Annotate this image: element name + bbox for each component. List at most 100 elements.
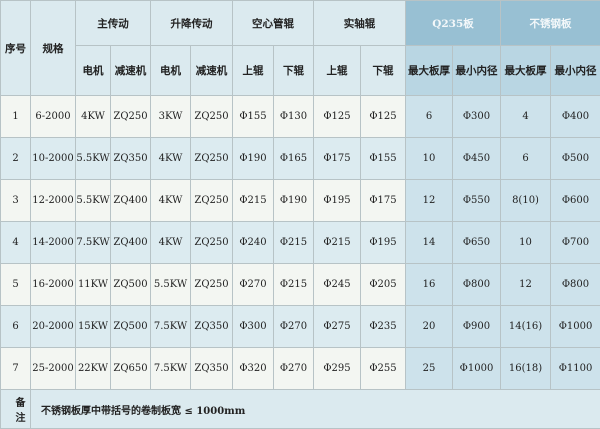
data-row: 7 25-2000 22KW ZQ650 7.5KW ZQ350 Φ320 Φ270 Φ295 Φ…	[0, 347, 600, 390]
header-row: 电机 减速机 电机 减速机 上辊 下辊 上辊 下辊 最大板厚 最小内径 最大板厚 最小内径	[1, 45, 600, 96]
cell: Φ155	[360, 137, 406, 180]
cell: ZQ250	[190, 137, 233, 180]
cell: Φ205	[360, 263, 406, 306]
cell: 12	[405, 179, 453, 222]
cell: 4KW	[150, 137, 191, 180]
cell: Φ215	[273, 263, 314, 306]
group-header: Q235板	[404, 0, 502, 46]
sub-header: 上辊	[232, 45, 274, 96]
cell: Φ270	[232, 263, 274, 306]
cell: Φ190	[232, 137, 274, 180]
cell: ZQ400	[110, 179, 151, 222]
data-row: 6 20-2000 15KW ZQ500 7.5KW ZQ350 Φ300 Φ270 Φ275 Φ…	[0, 305, 600, 348]
cell: 7.5KW	[150, 347, 191, 390]
cell: 10	[500, 221, 552, 264]
cell: 7.5KW	[150, 305, 191, 348]
sub-header: 最小内径	[451, 45, 502, 96]
cell: 8(10)	[500, 179, 552, 222]
cell: Φ300	[451, 95, 502, 138]
cell: Φ270	[273, 347, 314, 390]
cell: 3	[0, 179, 31, 222]
cell: 14	[405, 221, 453, 264]
cell: Φ1100	[550, 347, 600, 390]
cell: 7.5KW	[75, 221, 111, 264]
cell: Φ235	[360, 305, 406, 348]
cell: Φ550	[451, 179, 502, 222]
cell: ZQ250	[190, 179, 233, 222]
cell: ZQ400	[110, 221, 151, 264]
cell: ZQ350	[110, 137, 151, 180]
cell: Φ215	[273, 221, 314, 264]
cell: Φ1000	[451, 347, 502, 390]
cell: 16	[405, 263, 453, 306]
cell: Φ165	[273, 137, 314, 180]
sub-header: 最大板厚	[405, 45, 453, 96]
cell: 16(18)	[500, 347, 552, 390]
sub-header: 减速机	[190, 45, 233, 96]
cell: 20	[405, 305, 453, 348]
header-cell: 规格	[30, 0, 76, 96]
sub-header: 电机	[150, 45, 191, 96]
cell: Φ255	[360, 347, 406, 390]
cell: Φ500	[550, 137, 600, 180]
cell: Φ800	[451, 263, 502, 306]
cell: Φ215	[313, 221, 361, 264]
cell: 7	[0, 347, 31, 390]
cell: 6	[0, 305, 31, 348]
cell: Φ125	[313, 95, 361, 138]
data-row: 4 14-2000 7.5KW ZQ400 4KW ZQ250 Φ240 Φ215 Φ215 Φ1…	[0, 221, 600, 264]
cell: ZQ250	[190, 95, 233, 138]
cell: Φ320	[232, 347, 274, 390]
cell: Φ240	[232, 221, 274, 264]
group-header: 实轴辊	[313, 0, 406, 46]
cell: Φ215	[232, 179, 274, 222]
cell: Φ130	[273, 95, 314, 138]
cell: 3KW	[150, 95, 191, 138]
sub-header: 上辊	[313, 45, 361, 96]
cell: 10	[405, 137, 453, 180]
footer-label: 备注	[0, 389, 31, 429]
cell: 10-2000	[30, 137, 76, 180]
cell: Φ900	[451, 305, 502, 348]
cell: 4	[500, 95, 552, 138]
cell: Φ175	[313, 137, 361, 180]
cell: Φ175	[360, 179, 406, 222]
data-row: 1 6-2000 4KW ZQ250 3KW ZQ250 Φ155 Φ130 Φ125 Φ125 6…	[0, 95, 600, 138]
cell: ZQ250	[190, 221, 233, 264]
cell: 5.5KW	[75, 137, 111, 180]
cell: Φ245	[313, 263, 361, 306]
cell: 4KW	[75, 95, 111, 138]
cell: 6-2000	[30, 95, 76, 138]
cell: 5.5KW	[75, 179, 111, 222]
cell: 14-2000	[30, 221, 76, 264]
cell: 2	[0, 137, 31, 180]
cell: 5	[0, 263, 31, 306]
cell: Φ700	[550, 221, 600, 264]
sub-header: 减速机	[110, 45, 151, 96]
cell: Φ650	[451, 221, 502, 264]
sub-header: 最大板厚	[500, 45, 552, 96]
cell: Φ300	[232, 305, 274, 348]
cell: 22KW	[75, 347, 111, 390]
cell: 15KW	[75, 305, 111, 348]
cell: ZQ350	[190, 347, 233, 390]
cell: 4KW	[150, 179, 191, 222]
cell: 25	[405, 347, 453, 390]
cell: Φ1000	[550, 305, 600, 348]
cell: 12	[500, 263, 552, 306]
cell: ZQ250	[190, 263, 233, 306]
cell: 14(16)	[500, 305, 552, 348]
cell: Φ155	[232, 95, 274, 138]
footer-note: 不锈钢板厚中带括号的卷制板宽 ≤ 1000mm	[29, 389, 600, 429]
cell: 4KW	[150, 221, 191, 264]
cell: 6	[500, 137, 552, 180]
data-row: 3 12-2000 5.5KW ZQ400 4KW ZQ250 Φ215 Φ190 Φ195 Φ1…	[0, 179, 600, 222]
cell: 6	[405, 95, 453, 138]
cell: ZQ650	[110, 347, 151, 390]
header-row: 序号 规格 主传动 升降传动 空心管辊 实轴辊 Q235板 不锈钢板	[0, 0, 600, 96]
cell: 4	[0, 221, 31, 264]
header-cell: 序号	[0, 0, 31, 96]
cell: 20-2000	[30, 305, 76, 348]
